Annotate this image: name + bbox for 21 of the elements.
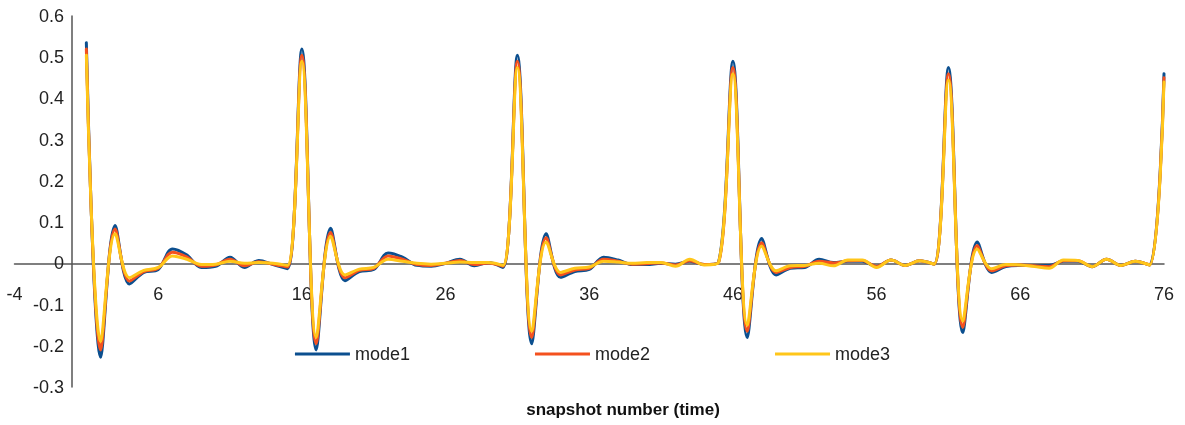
legend-label: mode2 bbox=[594, 344, 651, 364]
y-tick-label: 0.6 bbox=[38, 6, 64, 26]
y-tick-label: 0.2 bbox=[38, 170, 64, 191]
y-tick-label: -0.3 bbox=[32, 377, 64, 397]
x-tick-label: -4 bbox=[6, 284, 23, 305]
y-tick-label: -0.2 bbox=[32, 335, 64, 356]
x-tick-label: 6 bbox=[153, 284, 164, 305]
y-tick-label: 0.3 bbox=[38, 129, 64, 150]
x-tick-label: 56 bbox=[866, 284, 887, 305]
legend-label: mode1 bbox=[354, 344, 410, 364]
legend-label: mode3 bbox=[835, 344, 891, 364]
x-tick-label: 76 bbox=[1153, 284, 1175, 305]
x-axis-title: snapshot number (time) bbox=[526, 400, 720, 419]
x-tick-label: 26 bbox=[435, 284, 456, 305]
x-tick-label: 66 bbox=[1010, 284, 1031, 305]
y-tick-label: 0.1 bbox=[38, 212, 64, 233]
y-tick-label: -0.1 bbox=[32, 294, 64, 315]
x-tick-label: 36 bbox=[579, 284, 600, 305]
y-tick-label: 0.4 bbox=[38, 88, 64, 109]
x-tick-label: 16 bbox=[291, 284, 312, 305]
y-tick-label: 0.5 bbox=[38, 47, 64, 68]
